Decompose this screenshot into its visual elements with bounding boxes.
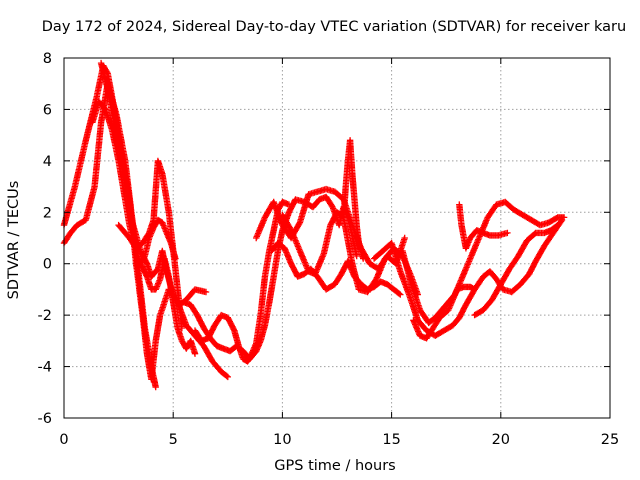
data-point: [471, 286, 478, 293]
data-marks: [60, 59, 568, 391]
data-point: [397, 291, 404, 298]
data-point: [396, 290, 403, 297]
data-point: [504, 229, 511, 237]
data-point: [152, 383, 159, 391]
x-tick-label: 15: [382, 432, 400, 448]
y-tick-label: -2: [38, 308, 52, 324]
y-tick-label: -4: [38, 360, 52, 376]
data-point: [152, 286, 159, 293]
series-arc-4: [97, 59, 210, 309]
data-point: [191, 350, 199, 357]
x-tick-label: 10: [273, 432, 291, 448]
data-point: [554, 221, 561, 229]
y-tick-label: -6: [38, 411, 52, 427]
x-axis-label: GPS time / hours: [274, 458, 395, 474]
series-arc-8: [191, 193, 360, 365]
y-tick-label: 2: [43, 205, 52, 221]
axis-ticks: 0 5 10 15 20 25 -6 -4 -2 0 2 4 6 8: [38, 51, 620, 448]
data-point: [163, 229, 170, 237]
series-arc-6: [137, 216, 179, 267]
x-tick-label: 20: [492, 432, 510, 448]
y-tick-label: 4: [43, 154, 52, 170]
data-point: [224, 373, 231, 381]
data-point: [553, 222, 560, 230]
series-arc-12: [340, 137, 367, 262]
data-point: [290, 233, 297, 240]
data-point: [140, 254, 148, 261]
data-point: [560, 214, 568, 221]
series-arc-17: [471, 221, 561, 319]
x-tick-label: 0: [59, 432, 68, 448]
data-point: [472, 242, 479, 249]
data-point: [178, 324, 186, 332]
data-point: [287, 225, 294, 233]
series-arc-11: [279, 209, 421, 298]
series-arc-5: [115, 157, 186, 332]
data-point: [353, 252, 360, 260]
series-arc-15: [410, 283, 478, 342]
chart-title: Day 172 of 2024, Sidereal Day-to-day VTE…: [42, 19, 626, 35]
y-tick-label: 6: [43, 102, 52, 118]
data-point: [464, 261, 471, 268]
series-arc-14: [399, 198, 568, 327]
data-point: [256, 339, 264, 346]
y-tick-label: 8: [43, 51, 52, 67]
data-point: [223, 372, 230, 380]
x-tick-label: 5: [169, 432, 178, 448]
data-point: [470, 248, 477, 255]
series-arc-10: [268, 239, 404, 298]
y-tick-label: 0: [43, 257, 52, 273]
plot-frame: [63, 57, 611, 419]
data-point: [401, 234, 408, 242]
data-point: [172, 255, 179, 262]
data-point: [298, 252, 305, 259]
data-point: [202, 288, 210, 296]
data-point: [360, 255, 367, 262]
series-arc-16: [456, 201, 511, 252]
x-tick-label: 25: [601, 432, 619, 448]
y-axis-label: SDTVAR / TECUs: [6, 181, 22, 300]
data-point: [452, 290, 459, 297]
data-point: [295, 220, 303, 228]
data-point: [462, 267, 469, 274]
